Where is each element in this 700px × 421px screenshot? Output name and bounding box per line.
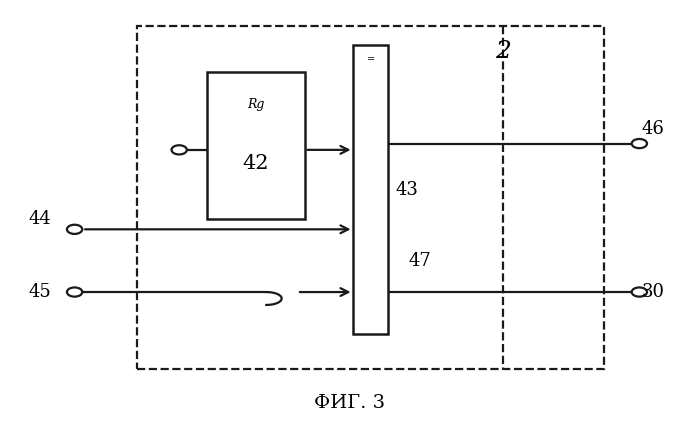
Text: 44: 44	[29, 210, 51, 228]
Bar	[207, 72, 304, 219]
Text: 30: 30	[642, 283, 665, 301]
Text: 42: 42	[243, 154, 269, 173]
Text: =: =	[367, 56, 375, 64]
Text: 46: 46	[642, 120, 665, 138]
Text: Rg: Rg	[247, 98, 265, 111]
Text: 47: 47	[408, 252, 431, 270]
Text: 45: 45	[29, 283, 51, 301]
Bar	[137, 27, 605, 369]
Bar	[354, 45, 388, 334]
Text: 43: 43	[395, 181, 418, 199]
Text: ФИГ. 3: ФИГ. 3	[314, 394, 386, 412]
Text: 2: 2	[496, 40, 511, 63]
